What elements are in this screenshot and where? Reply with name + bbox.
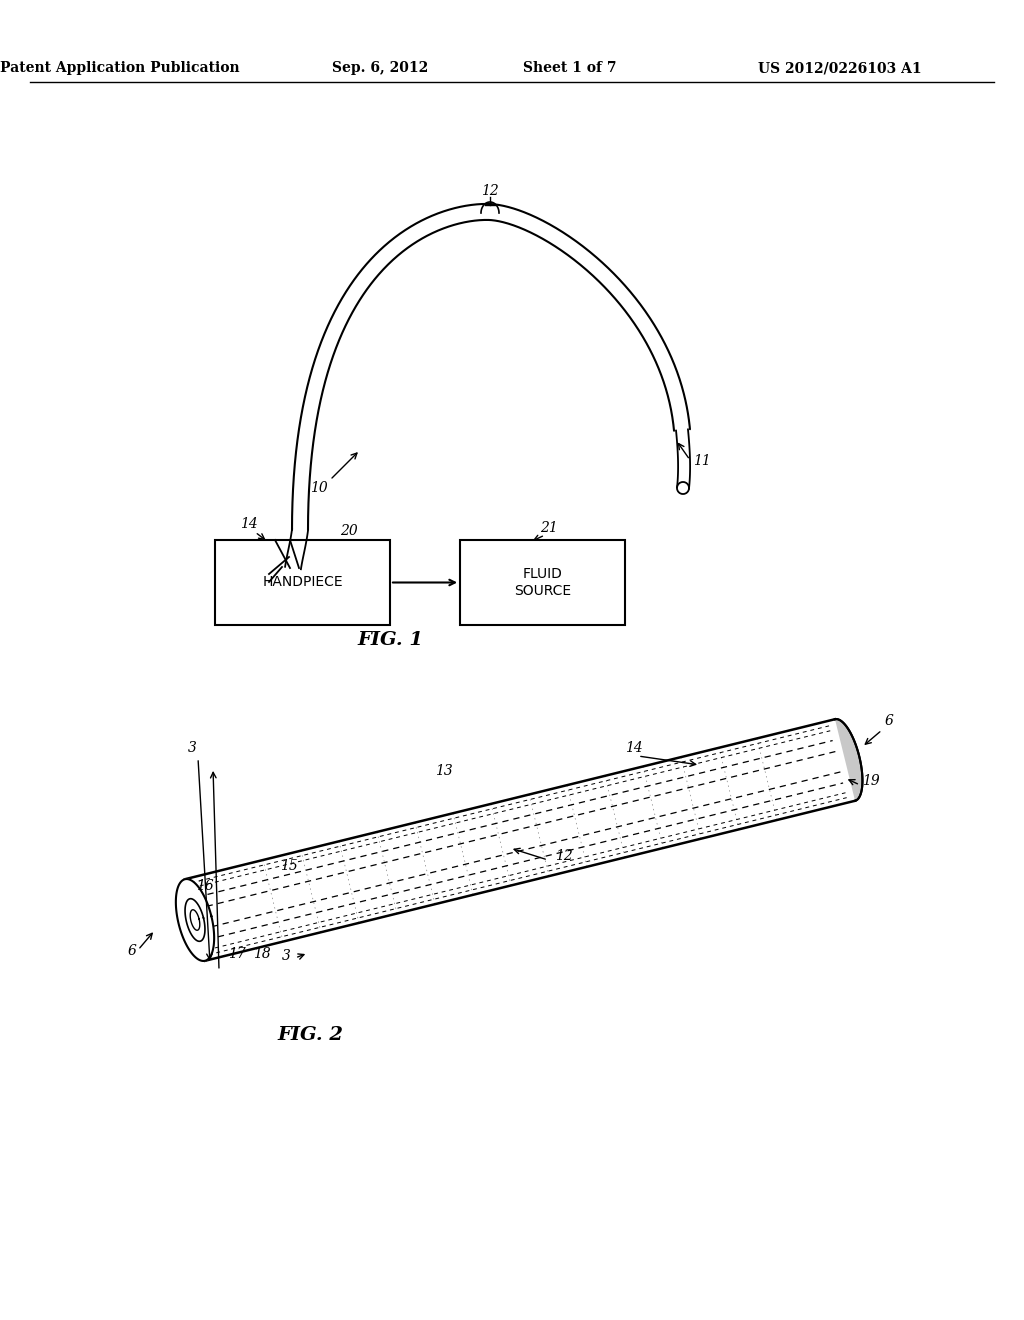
Text: 11: 11 [693, 454, 711, 469]
Bar [215, 540, 390, 624]
Text: 6: 6 [885, 714, 894, 729]
Text: 19: 19 [862, 774, 880, 788]
Text: Sep. 6, 2012: Sep. 6, 2012 [332, 61, 428, 75]
Text: 16: 16 [196, 879, 214, 894]
Text: Patent Application Publication: Patent Application Publication [0, 61, 240, 75]
Text: 6: 6 [128, 944, 137, 958]
Text: 15: 15 [280, 859, 298, 873]
Text: 21: 21 [540, 521, 558, 535]
Text: 13: 13 [435, 764, 453, 777]
Text: 12: 12 [481, 183, 499, 198]
Text: 10: 10 [310, 480, 328, 495]
Text: 20: 20 [340, 524, 357, 539]
Text: FIG. 2: FIG. 2 [278, 1026, 343, 1044]
Polygon shape [185, 899, 205, 941]
Text: 3: 3 [188, 741, 197, 755]
Text: 14: 14 [240, 517, 258, 531]
Polygon shape [176, 879, 214, 961]
Text: 14: 14 [625, 741, 643, 755]
Text: FIG. 1: FIG. 1 [357, 631, 423, 649]
Text: 3: 3 [282, 949, 291, 964]
Text: HANDPIECE: HANDPIECE [262, 576, 343, 590]
Text: FLUID
SOURCE: FLUID SOURCE [514, 568, 571, 598]
Text: US 2012/0226103 A1: US 2012/0226103 A1 [758, 61, 922, 75]
Text: 17: 17 [228, 946, 246, 961]
Polygon shape [835, 719, 862, 801]
Bar [460, 540, 625, 624]
Text: Sheet 1 of 7: Sheet 1 of 7 [523, 61, 616, 75]
Text: 18: 18 [253, 946, 270, 961]
Text: 12: 12 [555, 849, 572, 863]
